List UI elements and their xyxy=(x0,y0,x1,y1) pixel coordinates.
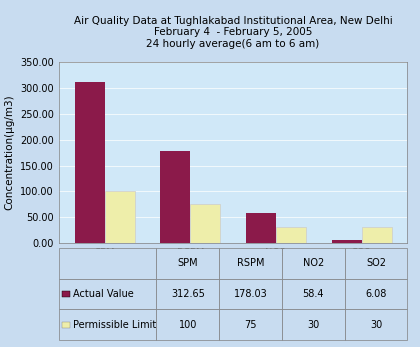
Text: 312.65: 312.65 xyxy=(171,289,205,299)
Bar xyxy=(105,191,134,243)
Bar xyxy=(160,151,190,243)
Bar xyxy=(246,213,276,243)
Text: 178.03: 178.03 xyxy=(234,289,268,299)
Bar xyxy=(332,240,362,243)
Text: 75: 75 xyxy=(244,320,257,330)
Text: 30: 30 xyxy=(370,320,382,330)
Text: Actual Value: Actual Value xyxy=(73,289,134,299)
Text: Permissible Limit: Permissible Limit xyxy=(73,320,156,330)
Y-axis label: Concentration(µg/m3): Concentration(µg/m3) xyxy=(5,95,15,211)
Text: 100: 100 xyxy=(178,320,197,330)
Text: 30: 30 xyxy=(307,320,319,330)
Text: 6.08: 6.08 xyxy=(365,289,387,299)
Text: SO2: SO2 xyxy=(366,259,386,269)
Text: RSPM: RSPM xyxy=(237,259,264,269)
Bar xyxy=(75,82,105,243)
Bar xyxy=(190,204,220,243)
Bar xyxy=(276,227,306,243)
Text: SPM: SPM xyxy=(178,259,198,269)
Text: Air Quality Data at Tughlakabad Institutional Area, New Delhi
February 4  - Febr: Air Quality Data at Tughlakabad Institut… xyxy=(74,16,392,49)
Text: NO2: NO2 xyxy=(303,259,324,269)
Text: 58.4: 58.4 xyxy=(302,289,324,299)
Bar xyxy=(362,227,391,243)
